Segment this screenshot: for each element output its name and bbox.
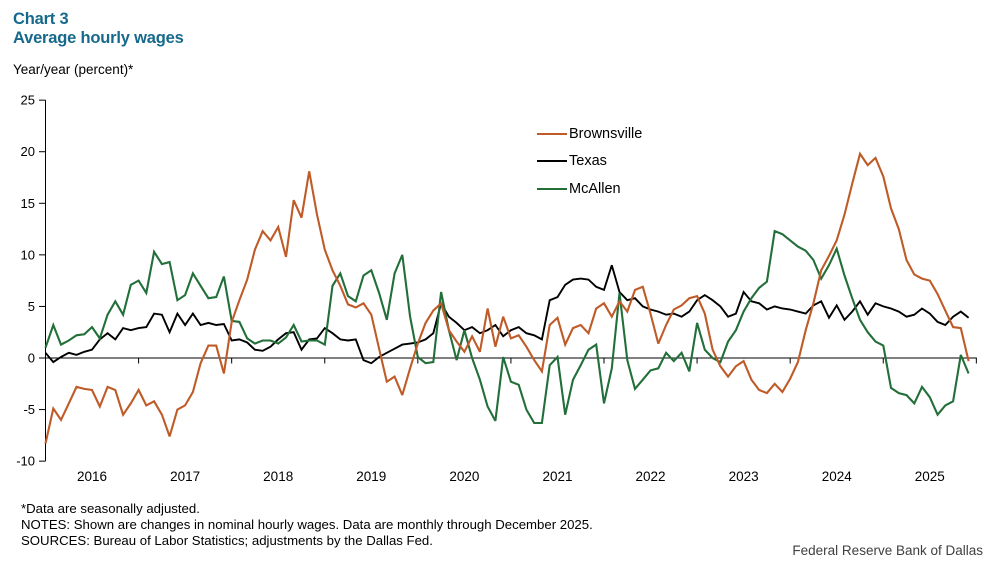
legend-swatch-brownsville [537, 132, 567, 135]
x-year-label: 2021 [542, 469, 572, 484]
footnotes: *Data are seasonally adjusted. NOTES: Sh… [21, 501, 593, 549]
y-tick-label: 10 [21, 247, 35, 262]
y-tick-label: -5 [23, 402, 35, 417]
legend-label-brownsville: Brownsville [569, 125, 643, 142]
x-year-label: 2025 [915, 469, 945, 484]
x-year-label: 2020 [449, 469, 479, 484]
page-title: Average hourly wages [13, 29, 184, 47]
y-tick-label: 15 [21, 196, 35, 211]
series-line-texas [44, 264, 970, 365]
y-tick-label: 20 [21, 144, 35, 159]
legend-item-texas: Texas [537, 148, 642, 176]
x-year-label: 2018 [263, 469, 293, 484]
y-tick-label: 5 [28, 299, 35, 314]
series-line-brownsville [44, 151, 970, 444]
legend-label-texas: Texas [569, 153, 607, 170]
x-year-label: 2019 [356, 469, 386, 484]
chart-number-label: Chart 3 [13, 10, 69, 28]
footnote-adjustment: *Data are seasonally adjusted. [21, 501, 200, 516]
legend-label-mcallen: McAllen [569, 180, 621, 197]
footnote-sources: SOURCES: Bureau of Labor Statistics; adj… [21, 533, 433, 548]
y-tick-label: 0 [28, 351, 35, 366]
legend-swatch-texas [537, 160, 567, 163]
x-year-label: 2022 [636, 469, 666, 484]
legend: Brownsville Texas McAllen [537, 120, 642, 203]
legend-item-brownsville: Brownsville [537, 120, 642, 148]
x-year-label: 2017 [170, 469, 200, 484]
footnote-notes: NOTES: Shown are changes in nominal hour… [21, 517, 593, 532]
series-line-mcallen [44, 229, 970, 425]
legend-item-mcallen: McAllen [537, 175, 642, 203]
y-tick-label: -10 [16, 454, 35, 469]
y-tick-label: 25 [21, 93, 35, 108]
x-year-label: 2023 [729, 469, 759, 484]
x-year-label: 2016 [77, 469, 107, 484]
y-axis-unit-label: Year/year (percent)* [13, 62, 134, 77]
x-year-label: 2024 [822, 469, 853, 484]
legend-swatch-mcallen [537, 187, 567, 190]
branding-federal-reserve-bank-of-dallas: Federal Reserve Bank of Dallas [792, 543, 983, 558]
